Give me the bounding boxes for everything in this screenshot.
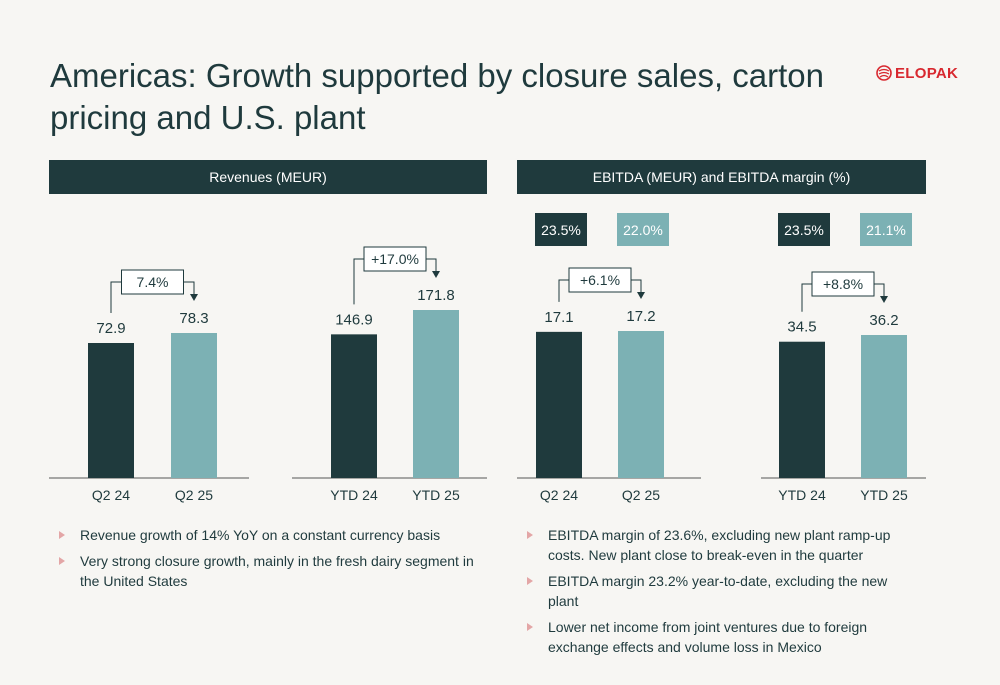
arrow-down-icon [190, 294, 198, 301]
arrow-down-icon [880, 296, 888, 303]
category-tick-label: YTD 24 [330, 487, 378, 503]
bar-q2-24 [88, 343, 134, 478]
category-tick-label: Q2 25 [622, 487, 660, 503]
ebitda-panel-header: EBITDA (MEUR) and EBITDA margin (%) [517, 160, 926, 194]
ebitda-bullets: EBITDA margin of 23.6%, excluding new pl… [518, 525, 918, 663]
revenues-panel-header: Revenues (MEUR) [49, 160, 487, 194]
margin-badge [535, 213, 587, 246]
slide-title: Americas: Growth supported by closure sa… [50, 57, 825, 136]
bar-ytd-24 [779, 341, 825, 478]
arrow-down-icon [432, 271, 440, 278]
bar-ytd-24 [331, 334, 377, 478]
bullet-item: Very strong closure growth, mainly in th… [50, 551, 490, 591]
bullet-item: EBITDA margin 23.2% year-to-date, exclud… [518, 571, 918, 611]
change-box [363, 246, 427, 272]
triangle-bullet-icon [527, 623, 533, 631]
bar-ytd-25 [413, 310, 459, 478]
bar-q2-24 [536, 331, 582, 478]
elopak-globe-icon [876, 65, 892, 81]
category-tick-label: Q2 24 [540, 487, 578, 503]
margin-label: 23.5% [784, 222, 824, 238]
change-label: 7.4% [137, 274, 169, 290]
bullet-item: EBITDA margin of 23.6%, excluding new pl… [518, 525, 918, 565]
triangle-bullet-icon [59, 557, 65, 565]
triangle-bullet-icon [527, 531, 533, 539]
bullet-text: Very strong closure growth, mainly in th… [80, 553, 474, 589]
margin-badge [860, 213, 912, 246]
margin-badge [778, 213, 830, 246]
bullet-item: Revenue growth of 14% YoY on a constant … [50, 525, 490, 545]
bullet-text: EBITDA margin of 23.6%, excluding new pl… [548, 527, 891, 563]
data-label: 17.1 [544, 309, 573, 326]
category-tick-label: YTD 25 [412, 487, 460, 503]
bullet-item: Lower net income from joint ventures due… [518, 617, 918, 657]
data-label: 171.8 [417, 287, 455, 304]
category-tick-label: YTD 25 [860, 487, 908, 503]
logo-text: ELOPAK [895, 64, 959, 82]
data-label: 34.5 [787, 319, 816, 336]
data-label: 36.2 [869, 312, 898, 329]
category-tick-label: Q2 24 [92, 487, 130, 503]
data-label: 17.2 [626, 308, 655, 325]
triangle-bullet-icon [527, 577, 533, 585]
data-label: 146.9 [335, 311, 373, 328]
bullet-text: Lower net income from joint ventures due… [548, 619, 868, 655]
margin-label: 21.1% [866, 222, 906, 238]
change-label: +17.0% [371, 251, 419, 267]
margin-label: 22.0% [623, 222, 663, 238]
bullet-text: EBITDA margin 23.2% year-to-date, exclud… [548, 573, 888, 609]
bullet-text: Revenue growth of 14% YoY on a constant … [80, 527, 441, 543]
data-label: 78.3 [179, 310, 208, 327]
arrow-down-icon [637, 292, 645, 299]
data-label: 72.9 [96, 320, 125, 337]
change-label: +6.1% [580, 272, 620, 288]
category-tick-label: Q2 25 [175, 487, 213, 503]
category-tick-label: YTD 24 [778, 487, 826, 503]
change-box [568, 267, 632, 293]
change-box [121, 269, 184, 295]
bar-ytd-25 [861, 335, 907, 478]
triangle-bullet-icon [59, 531, 65, 539]
margin-badge [617, 213, 669, 246]
elopak-logo: ELOPAK [876, 61, 958, 85]
bar-q2-25 [171, 333, 217, 478]
margin-label: 23.5% [541, 222, 581, 238]
change-label: +8.8% [823, 276, 863, 292]
bar-q2-25 [618, 331, 664, 478]
change-box [811, 271, 875, 297]
revenue-bullets: Revenue growth of 14% YoY on a constant … [50, 525, 490, 597]
